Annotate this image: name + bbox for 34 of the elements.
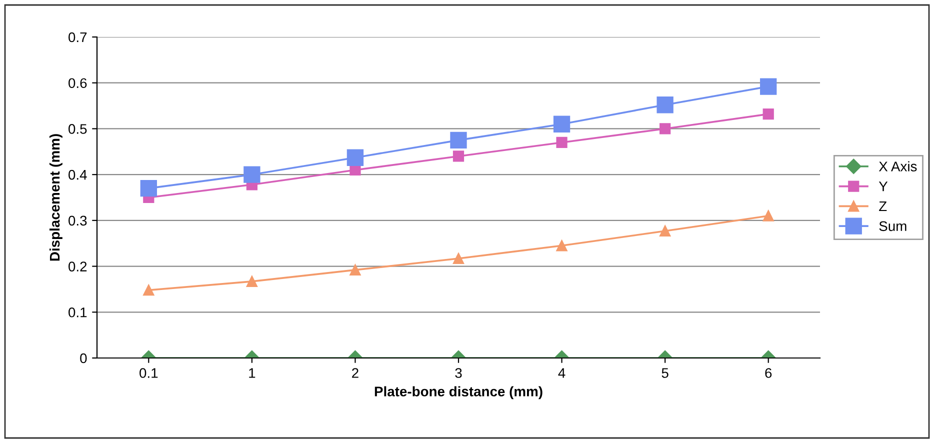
y-tick-label: 0.4 <box>68 170 87 180</box>
legend-label: Sum <box>879 221 906 232</box>
y-tick-label: 0.2 <box>68 262 87 272</box>
point <box>762 210 774 222</box>
y-tick-label: 0.6 <box>68 78 87 88</box>
y-axis-title: Displacement (mm) <box>49 134 62 261</box>
point <box>450 132 467 149</box>
legend-label: Z <box>879 201 887 212</box>
y-tick-label: 0 <box>80 353 87 364</box>
point <box>656 96 674 114</box>
x-tick-label: 2 <box>352 368 358 378</box>
legend-label: X Axis <box>878 161 917 172</box>
x-tick-label: 0.1 <box>140 368 158 378</box>
point <box>140 180 157 197</box>
x-tick-label: 6 <box>765 368 772 378</box>
point <box>762 108 774 120</box>
y-tick-label: 0.1 <box>68 307 87 318</box>
point <box>452 150 464 162</box>
y-tick-label: 0.5 <box>68 124 87 134</box>
point <box>660 123 671 134</box>
x-tick-label: 3 <box>455 368 462 378</box>
legend-label: Y <box>878 182 888 192</box>
point <box>553 116 570 132</box>
x-axis-title: Plate-bone distance (mm) <box>374 386 542 400</box>
y-tick-label: 0.3 <box>68 216 87 226</box>
point <box>660 225 671 237</box>
x-tick-label: 5 <box>662 368 668 378</box>
point <box>244 166 260 183</box>
x-tick-label: 1 <box>249 368 256 378</box>
x-tick-label: 4 <box>558 368 566 378</box>
point <box>760 78 777 95</box>
point <box>556 136 568 148</box>
point <box>346 149 364 166</box>
y-tick-label: 0.7 <box>68 32 87 42</box>
